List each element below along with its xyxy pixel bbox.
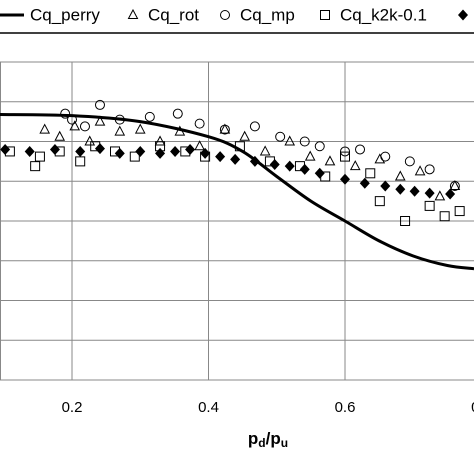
diamond-marker: [94, 143, 105, 155]
circle-marker: [144, 111, 155, 122]
diamond-marker: [458, 9, 468, 21]
circle-marker: [340, 146, 351, 157]
x-label-sub: u: [281, 436, 288, 450]
square-marker: [320, 10, 330, 20]
diamond-marker: [395, 183, 406, 195]
diamond-marker: [314, 167, 325, 179]
triangle-marker: [84, 135, 96, 146]
diamond-marker: [445, 188, 456, 200]
triangle-marker: [154, 135, 166, 146]
triangle-marker: [449, 179, 461, 191]
triangle-marker: [219, 123, 231, 134]
circle-marker: [219, 124, 230, 135]
diamond-marker: [24, 145, 35, 157]
circle-marker: [94, 99, 105, 110]
triangle-marker: [284, 135, 296, 146]
triangle-marker: [349, 160, 361, 171]
diamond-marker: [200, 147, 211, 159]
x-tick-label: 0.8: [471, 399, 474, 416]
circle-marker: [449, 181, 460, 192]
square-marker: [234, 141, 245, 152]
triangle-marker: [39, 123, 51, 134]
diamond-marker: [299, 163, 310, 175]
legend-label: Cq_perry: [30, 5, 100, 24]
diamond-marker: [215, 151, 226, 163]
circle-marker: [172, 108, 183, 119]
diamond-marker: [114, 147, 125, 159]
plot-frame: [0, 61, 474, 381]
triangle-marker: [374, 153, 386, 164]
diamond-marker: [170, 145, 181, 157]
diamond-marker: [340, 173, 351, 185]
diamond-marker: [409, 185, 420, 197]
triangle-marker: [324, 155, 336, 166]
diamond-marker: [49, 143, 60, 155]
square-marker: [30, 161, 41, 172]
x-tick-label: 0.6: [335, 399, 356, 416]
square-marker: [365, 168, 376, 179]
triangle-marker: [94, 115, 106, 126]
diamond-marker: [185, 143, 196, 155]
x-tick-label: 0.4: [198, 399, 219, 416]
legend-label: Cq_k2k-0.1: [340, 5, 427, 24]
diamond-marker: [284, 160, 295, 172]
circle-marker: [314, 141, 325, 152]
square-marker: [424, 200, 435, 211]
diamond-marker: [424, 187, 435, 199]
triangle-marker: [434, 190, 446, 201]
diamond-marker: [359, 177, 370, 189]
square-marker: [34, 151, 45, 162]
diamond-marker: [155, 147, 166, 159]
triangle-marker: [174, 125, 186, 136]
triangle-marker: [114, 125, 126, 136]
diamond-marker: [249, 155, 260, 167]
circle-marker: [220, 10, 230, 20]
square-marker: [400, 216, 411, 226]
x-tick-label: 0.2: [62, 399, 83, 416]
circle-marker: [275, 131, 286, 142]
diamond-marker: [75, 145, 86, 157]
diamond-marker: [230, 153, 241, 165]
triangle-marker: [69, 120, 81, 131]
legend-label: Cq_mp: [240, 5, 295, 24]
circle-marker: [299, 136, 310, 147]
diamond-marker: [380, 180, 391, 192]
circle-marker: [67, 114, 78, 125]
triangle-marker: [394, 170, 406, 181]
x-label-sub: d: [258, 436, 265, 450]
triangle-marker: [414, 165, 426, 176]
circle-marker: [194, 118, 205, 129]
circle-marker: [380, 151, 391, 162]
square-marker: [129, 151, 140, 162]
triangle-marker: [239, 130, 251, 141]
circle-marker: [79, 121, 90, 132]
square-marker: [374, 196, 385, 207]
diamond-marker: [135, 145, 146, 157]
legend-box: [0, 32, 474, 34]
circle-marker: [249, 121, 260, 132]
triangle-marker: [134, 123, 146, 134]
square-marker: [454, 206, 465, 217]
x-axis-label: pd/pu: [248, 429, 288, 450]
diamond-marker: [0, 143, 11, 155]
circle-marker: [424, 164, 435, 175]
x-label-part: /p: [266, 429, 281, 448]
circle-marker: [404, 156, 415, 167]
circle-marker: [60, 108, 71, 119]
x-label-part: p: [248, 429, 258, 448]
triangle-marker: [194, 140, 205, 151]
square-marker: [340, 151, 351, 162]
square-marker: [439, 211, 450, 222]
circle-marker: [355, 144, 366, 155]
triangle-marker: [54, 130, 66, 141]
legend-label: Cq_rot: [148, 5, 199, 24]
triangle-marker: [304, 150, 316, 161]
diamond-marker: [269, 159, 280, 171]
circle-marker: [114, 114, 125, 125]
triangle-marker: [127, 8, 139, 19]
triangle-marker: [259, 145, 271, 156]
